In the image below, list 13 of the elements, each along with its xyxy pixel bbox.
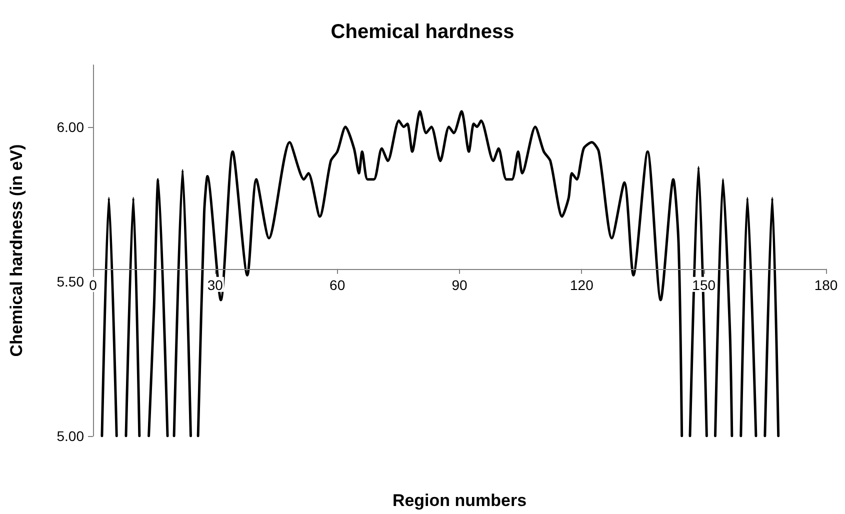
x-tick-label: 150 [692, 276, 716, 293]
y-tick-label: 5.00 [56, 428, 84, 444]
x-tick-label: 90 [452, 276, 468, 293]
x-axis-title: Region numbers [392, 491, 527, 510]
chart-title: Chemical hardness [330, 21, 514, 43]
y-tick-label: 6.00 [56, 118, 84, 135]
y-tick-label: 5.50 [56, 273, 84, 290]
x-tick-label: 180 [814, 276, 838, 293]
x-tick-label: 60 [330, 276, 346, 293]
x-tick-label: 120 [570, 276, 594, 293]
y-axis-title: Chemical hardness (in eV) [7, 144, 26, 357]
x-tick-label: 0 [89, 276, 98, 293]
x-tick-label: 30 [207, 276, 224, 293]
